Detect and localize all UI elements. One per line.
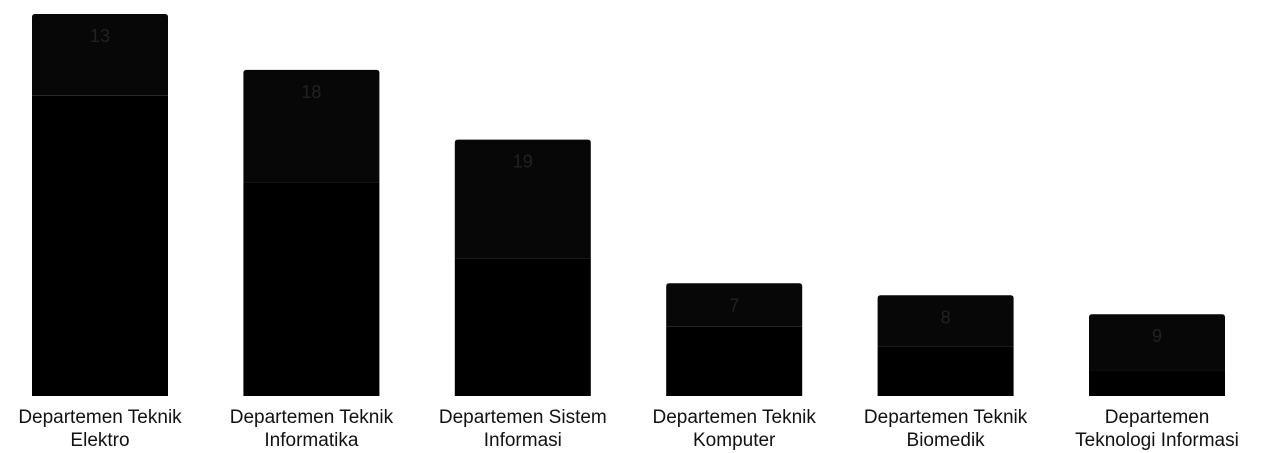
bar-segment-2-cat-2 (243, 69, 380, 183)
category-label-line: Departemen Teknik (18, 407, 182, 428)
bar-value-label-1: 13 (90, 26, 110, 46)
bar-segment-2-cat-1 (32, 13, 168, 96)
category-label-line: Departemen Teknik (653, 407, 817, 428)
bar-segment-2-cat-6 (1089, 314, 1225, 371)
category-label-line: Komputer (693, 430, 776, 451)
bar-segment-1-cat-6 (1089, 370, 1225, 396)
bar-value-labels: 13 18 19 7 8 9 (90, 26, 1162, 346)
category-label-3: Departemen Sistem Informasi (439, 407, 607, 451)
bar-value-label-4: 7 (729, 295, 739, 315)
category-label-4: Departemen Teknik Komputer (653, 407, 817, 451)
bars-layer (32, 13, 1225, 397)
bar-segment-1-cat-3 (454, 258, 591, 396)
category-label-line: Departemen Teknik (230, 407, 394, 428)
category-label-line: Departemen Teknik (864, 407, 1028, 428)
category-label-line: Informasi (484, 430, 562, 451)
category-label-line: Informatika (264, 430, 358, 451)
bar-value-label-3: 19 (513, 152, 533, 172)
bar-segment-1-cat-4 (666, 326, 803, 396)
bar-value-label-6: 9 (1152, 326, 1162, 346)
category-label-2: Departemen Teknik Informatika (230, 407, 394, 451)
category-label-5: Departemen Teknik Biomedik (864, 407, 1028, 451)
bar-segment-2-cat-3 (454, 139, 591, 259)
bar-segment-1-cat-2 (243, 182, 380, 396)
bar-segment-2-cat-5 (877, 295, 1014, 347)
bar-segment-2-cat-4 (666, 283, 803, 327)
category-label-line: Departemen Sistem (439, 407, 607, 428)
category-label-line: Departemen (1105, 407, 1210, 428)
category-label-line: Elektro (70, 430, 129, 451)
bar-value-label-2: 18 (301, 82, 321, 102)
bar-value-label-5: 8 (941, 307, 951, 327)
category-label-line: Biomedik (907, 430, 986, 451)
category-label-6: Departemen Teknologi Informasi (1075, 407, 1239, 451)
category-label-1: Departemen Teknik Elektro (18, 407, 182, 451)
bar-segment-1-cat-5 (877, 346, 1014, 396)
category-label-line: Teknologi Informasi (1075, 430, 1239, 451)
bar-segment-1-cat-1 (32, 95, 168, 397)
